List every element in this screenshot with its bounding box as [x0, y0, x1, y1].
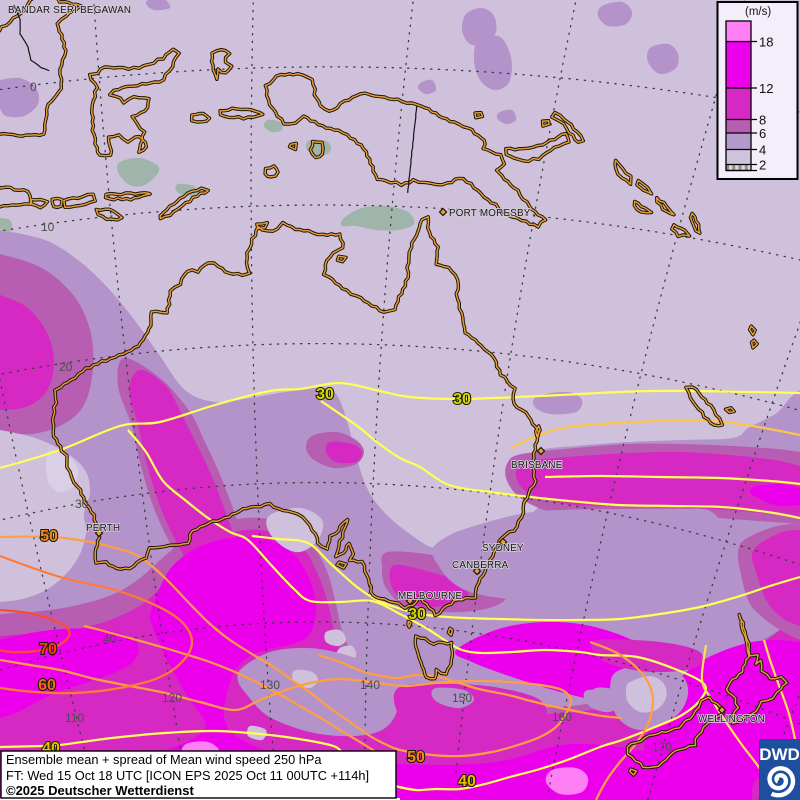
svg-text:50: 50 — [407, 749, 425, 766]
svg-text:(m/s): (m/s) — [745, 6, 771, 18]
svg-text:12: 12 — [759, 81, 773, 96]
svg-text:0: 0 — [30, 80, 37, 94]
svg-text:CANBERRA: CANBERRA — [452, 560, 509, 571]
svg-text:50: 50 — [40, 528, 58, 545]
svg-text:40: 40 — [458, 773, 476, 790]
svg-text:WELLINGTON: WELLINGTON — [698, 714, 765, 725]
svg-text:18: 18 — [759, 35, 773, 50]
svg-text:8: 8 — [759, 113, 766, 128]
svg-text:150: 150 — [452, 691, 472, 705]
svg-text:PERTH: PERTH — [86, 523, 120, 534]
svg-text:70: 70 — [39, 641, 57, 658]
svg-text:MELBOURNE: MELBOURNE — [398, 591, 463, 602]
svg-text:©2025 Deutscher Wetterdienst: ©2025 Deutscher Wetterdienst — [6, 783, 194, 798]
svg-text:30: 30 — [316, 386, 334, 403]
svg-text:110: 110 — [65, 711, 84, 725]
svg-text:130: 130 — [260, 678, 280, 692]
svg-text:6: 6 — [759, 126, 766, 141]
svg-text:2: 2 — [759, 158, 766, 173]
svg-text:170: 170 — [652, 740, 672, 754]
svg-text:160: 160 — [552, 710, 572, 724]
svg-text:60: 60 — [38, 677, 56, 694]
svg-text:SYDNEY: SYDNEY — [482, 543, 524, 554]
svg-text:FT: Wed 15 Oct 18 UTC [ICON EP: FT: Wed 15 Oct 18 UTC [ICON EPS 2025 Oct… — [6, 768, 369, 783]
svg-text:40: 40 — [103, 632, 117, 646]
svg-text:BANDAR SERI BEGAWAN: BANDAR SERI BEGAWAN — [8, 5, 131, 16]
svg-text:140: 140 — [360, 678, 380, 692]
svg-text:20: 20 — [59, 360, 73, 374]
svg-text:DWD: DWD — [759, 745, 800, 764]
svg-text:30: 30 — [75, 497, 89, 511]
svg-text:4: 4 — [759, 143, 766, 158]
svg-text:30: 30 — [408, 606, 426, 623]
svg-text:120: 120 — [162, 691, 182, 705]
svg-text:10: 10 — [41, 220, 55, 234]
svg-text:PORT MORESBY: PORT MORESBY — [449, 208, 531, 219]
svg-text:Ensemble mean + spread of Mean: Ensemble mean + spread of Mean wind spee… — [6, 752, 322, 767]
svg-text:BRISBANE: BRISBANE — [511, 460, 563, 471]
svg-text:30: 30 — [453, 391, 471, 408]
